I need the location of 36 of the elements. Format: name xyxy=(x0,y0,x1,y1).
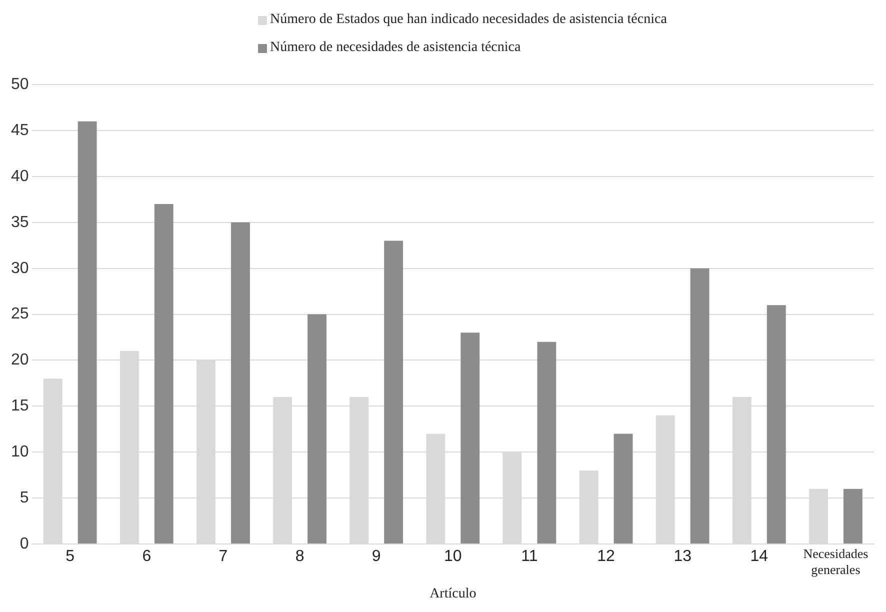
x-tick-label: 7 xyxy=(218,548,228,566)
bar xyxy=(230,222,250,544)
y-tick-label: 50 xyxy=(11,76,29,94)
y-tick-label: 0 xyxy=(20,535,29,552)
x-tick-label: 11 xyxy=(521,548,538,566)
x-tick-label: 13 xyxy=(674,548,692,566)
bar xyxy=(308,314,326,544)
x-tick-label: 6 xyxy=(142,548,152,566)
bar xyxy=(843,488,862,544)
bar xyxy=(154,204,174,544)
x-axis-title: Artículo xyxy=(430,586,476,602)
y-tick-label: 25 xyxy=(11,306,29,323)
x-tick-label: 12 xyxy=(597,548,616,566)
y-tick-label: 45 xyxy=(11,122,29,139)
x-tick-label: 14 xyxy=(750,548,768,566)
x-tick-label: Necesidades generales xyxy=(803,546,868,577)
y-tick-label: 35 xyxy=(11,214,29,231)
y-tick-label: 15 xyxy=(11,398,29,415)
y-tick-label: 10 xyxy=(11,444,29,461)
x-tick-label: 9 xyxy=(372,548,381,566)
x-tick-label: 5 xyxy=(66,548,75,566)
bar xyxy=(690,268,710,544)
bar xyxy=(537,342,556,544)
bar xyxy=(614,434,633,544)
bar xyxy=(384,240,404,544)
x-tick-label: 10 xyxy=(444,548,462,566)
y-tick-label: 30 xyxy=(11,260,29,277)
y-tick-label: 40 xyxy=(11,168,29,185)
bar xyxy=(460,332,480,544)
y-tick-label: 5 xyxy=(20,489,29,506)
legend-label: Número de necesidades de asistencia técnica xyxy=(270,40,521,56)
x-tick-label: 8 xyxy=(295,548,304,566)
y-tick-label: 20 xyxy=(11,352,29,369)
legend-label: Número de Estados que han indicado necesidades de asistencia técnica xyxy=(270,12,667,28)
bar xyxy=(78,121,97,544)
bar xyxy=(766,305,786,544)
